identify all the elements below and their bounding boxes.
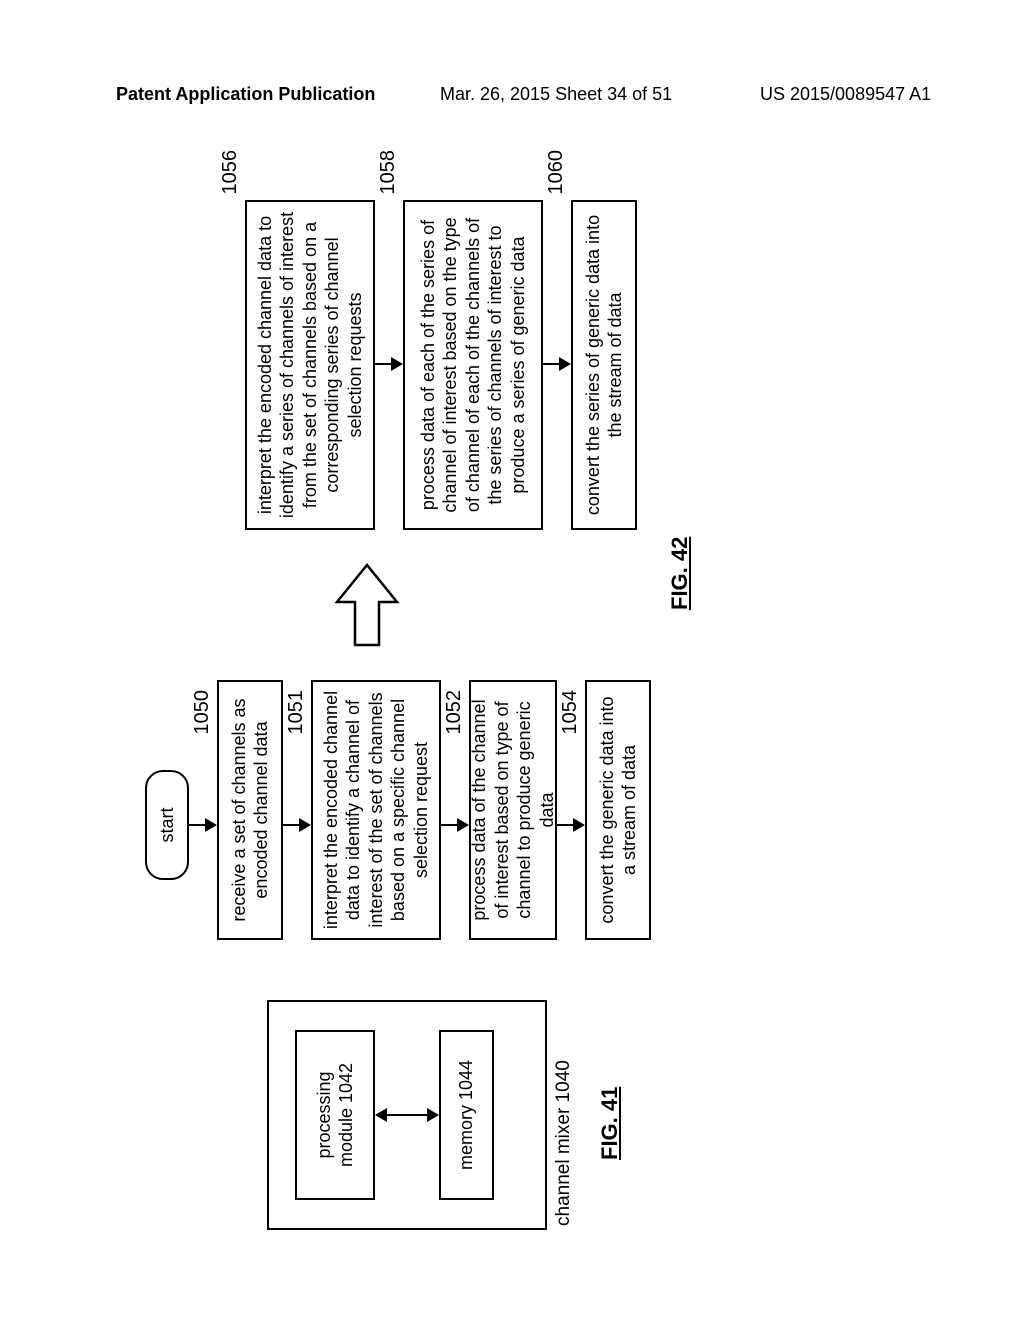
processing-module-box: processing module 1042: [295, 1030, 375, 1200]
page: Patent Application Publication Mar. 26, …: [0, 0, 1024, 1320]
box-1050: receive a set of channels as encoded cha…: [217, 680, 283, 940]
fig42-label: FIG. 42: [667, 537, 693, 610]
label-1052: 1052: [443, 690, 466, 750]
drawing-area: processing module 1042 memory 1044 chann…: [127, 80, 897, 1240]
box-1054: convert the generic data into a stream o…: [585, 680, 651, 940]
channel-mixer-box: processing module 1042 memory 1044: [267, 1000, 547, 1230]
box-1051: interpret the encoded channel data to id…: [311, 680, 441, 940]
processing-module-label: processing module 1042: [313, 1040, 358, 1190]
arrow-1058-1060: [543, 363, 569, 365]
label-1056: 1056: [219, 150, 242, 210]
label-1050: 1050: [191, 690, 214, 750]
label-1054: 1054: [559, 690, 582, 750]
box-1052: process data of the channel of interest …: [469, 680, 557, 940]
box-1060: convert the series of generic data into …: [571, 200, 637, 530]
text-1056: interpret the encoded channel data to id…: [254, 210, 367, 520]
arrow-start-1050: [189, 824, 215, 826]
memory-box: memory 1044: [439, 1030, 494, 1200]
arrow-proc-memory: [377, 1114, 437, 1116]
start-label: start: [156, 808, 179, 843]
label-1060: 1060: [545, 150, 568, 210]
memory-label: memory 1044: [455, 1060, 478, 1170]
text-1058: process data of each of the series of ch…: [417, 210, 530, 520]
label-1058: 1058: [377, 150, 400, 210]
arrow-1052-1054: [557, 824, 583, 826]
text-1051: interpret the encoded channel data to id…: [320, 690, 433, 930]
arrow-1051-1052: [441, 824, 467, 826]
text-1052: process data of the channel of interest …: [468, 690, 558, 930]
text-1050: receive a set of channels as encoded cha…: [228, 690, 273, 930]
start-box: start: [145, 770, 189, 880]
fig41-label: FIG. 41: [597, 1087, 623, 1160]
channel-mixer-label: channel mixer 1040: [553, 1060, 575, 1226]
text-1054: convert the generic data into a stream o…: [596, 690, 641, 930]
label-1051: 1051: [285, 690, 308, 750]
arrow-1056-1058: [375, 363, 401, 365]
box-1058: process data of each of the series of ch…: [403, 200, 543, 530]
big-right-arrow-icon: [327, 560, 407, 650]
box-1056: interpret the encoded channel data to id…: [245, 200, 375, 530]
arrow-1050-1051: [283, 824, 309, 826]
text-1060: convert the series of generic data into …: [582, 210, 627, 520]
